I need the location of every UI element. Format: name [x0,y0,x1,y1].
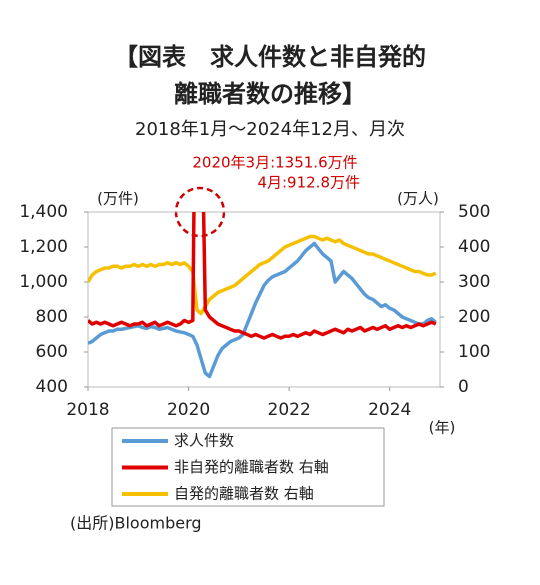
legend-label: 自発的離職者数 右軸 [174,485,314,503]
y-tick-label: 1,400 [19,202,68,222]
series-line [88,241,437,379]
chart-title: 離職者数の推移】 [174,80,366,108]
legend-label: 非自発的離職者数 右軸 [174,458,329,476]
annotation: 2020年3月:1351.6万件 [192,154,357,172]
x-tick-label: 2024 [368,400,411,420]
y2-tick-label: 200 [458,307,490,327]
y2-tick-label: 500 [458,202,490,222]
x-tick-label: 2018 [66,400,109,420]
legend-box [111,427,385,507]
plot-frame [87,211,441,388]
series-line [88,212,437,340]
plot-area [88,212,437,379]
x-tick-label: 2022 [268,400,311,420]
y-axis-unit: (万件) [97,190,139,208]
series-line [88,234,437,316]
y-tick-label: 1,000 [19,272,68,292]
y-tick-label: 1,200 [19,237,68,257]
y-tick-label: 400 [36,377,68,397]
subtitle: 2018年1月～2024年12月、月次 [135,119,405,140]
y2-axis-unit: (万人) [397,190,439,208]
y-tick-label: 800 [36,307,68,327]
y2-tick-label: 0 [458,377,469,397]
y2-tick-label: 300 [458,272,490,292]
x-axis-unit: (年) [429,419,456,437]
legend-label: 求人件数 [174,432,234,450]
x-tick-label: 2020 [167,400,210,420]
y2-tick-label: 400 [458,237,490,257]
y2-tick-label: 100 [458,342,490,362]
y-tick-label: 600 [36,342,68,362]
annotation: 4月:912.8万件 [257,174,360,192]
chart-title: 【図表 求人件数と非自発的 [114,43,426,71]
source: (出所)Bloomberg [70,514,202,533]
